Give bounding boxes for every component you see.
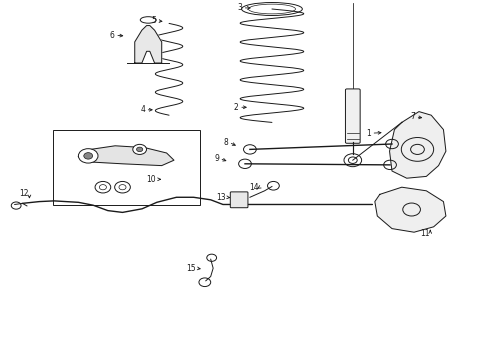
Text: 4: 4 [140,105,145,114]
Circle shape [84,153,93,159]
Polygon shape [78,146,174,166]
Text: 10: 10 [147,175,156,184]
Text: 1: 1 [366,129,371,138]
Polygon shape [135,26,162,63]
Text: 13: 13 [216,193,226,202]
Circle shape [133,144,147,154]
Text: 6: 6 [110,31,115,40]
Polygon shape [375,187,446,232]
Text: 12: 12 [20,189,29,198]
Text: 9: 9 [214,154,219,163]
FancyBboxPatch shape [230,192,248,208]
Text: 3: 3 [237,3,242,12]
Text: 11: 11 [420,229,430,238]
Text: 7: 7 [410,112,415,121]
Text: 2: 2 [234,103,239,112]
Bar [53,130,200,205]
Text: 14: 14 [249,183,259,192]
Circle shape [78,149,98,163]
Text: 8: 8 [223,138,228,147]
Text: 5: 5 [151,16,156,25]
FancyBboxPatch shape [345,89,360,143]
Circle shape [137,147,143,152]
Polygon shape [390,112,446,178]
Text: 15: 15 [186,264,196,273]
